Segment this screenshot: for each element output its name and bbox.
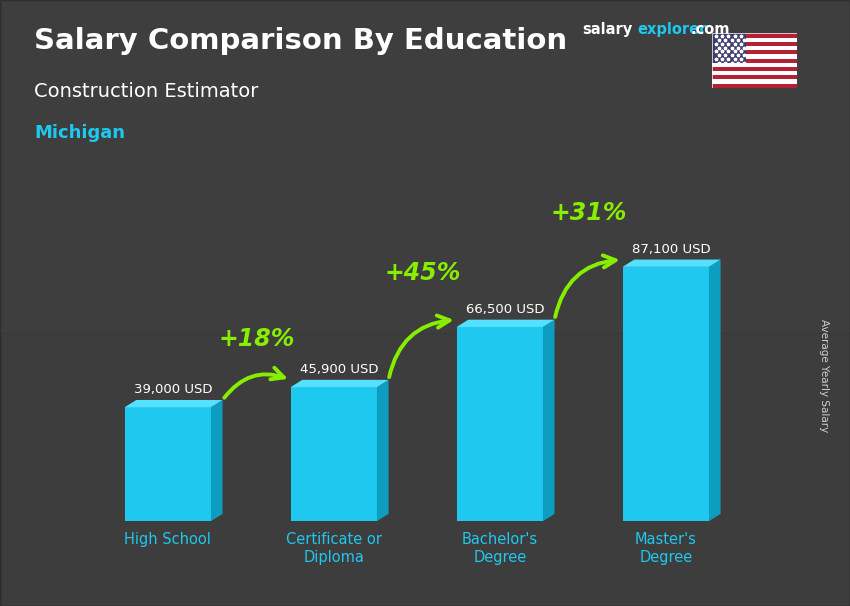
Text: Average Yearly Salary: Average Yearly Salary [819, 319, 829, 432]
Text: Salary Comparison By Education: Salary Comparison By Education [34, 27, 567, 55]
Polygon shape [125, 400, 223, 407]
Bar [712, 55, 797, 59]
Text: 39,000 USD: 39,000 USD [134, 384, 212, 396]
Bar [623, 267, 709, 521]
Bar [291, 387, 377, 521]
Bar [125, 407, 211, 521]
Text: +31%: +31% [551, 201, 626, 225]
Bar [0, 333, 850, 606]
Bar [712, 84, 797, 88]
Bar [712, 67, 797, 71]
Bar [712, 59, 797, 62]
Text: explorer: explorer [638, 22, 707, 38]
Polygon shape [543, 320, 554, 521]
Text: 45,900 USD: 45,900 USD [300, 364, 379, 376]
Text: Michigan: Michigan [34, 124, 125, 142]
Polygon shape [456, 320, 554, 327]
Text: +45%: +45% [384, 261, 461, 285]
Bar [712, 42, 797, 46]
Text: 87,100 USD: 87,100 USD [632, 243, 711, 256]
Polygon shape [709, 259, 721, 521]
Bar [0, 0, 850, 333]
Bar [712, 38, 797, 42]
Text: 66,500 USD: 66,500 USD [467, 303, 545, 316]
Polygon shape [211, 400, 223, 521]
Bar [712, 46, 797, 50]
Text: .com: .com [690, 22, 729, 38]
Bar [712, 50, 797, 55]
Text: salary: salary [582, 22, 632, 38]
Polygon shape [623, 259, 721, 267]
Bar [712, 71, 797, 75]
Bar [456, 327, 543, 521]
Polygon shape [291, 380, 388, 387]
Text: +18%: +18% [218, 327, 295, 351]
Bar [712, 75, 797, 79]
Bar [712, 33, 797, 38]
Text: Construction Estimator: Construction Estimator [34, 82, 258, 101]
Polygon shape [377, 380, 388, 521]
Bar [712, 33, 746, 62]
Bar [712, 62, 797, 67]
Bar [712, 79, 797, 84]
